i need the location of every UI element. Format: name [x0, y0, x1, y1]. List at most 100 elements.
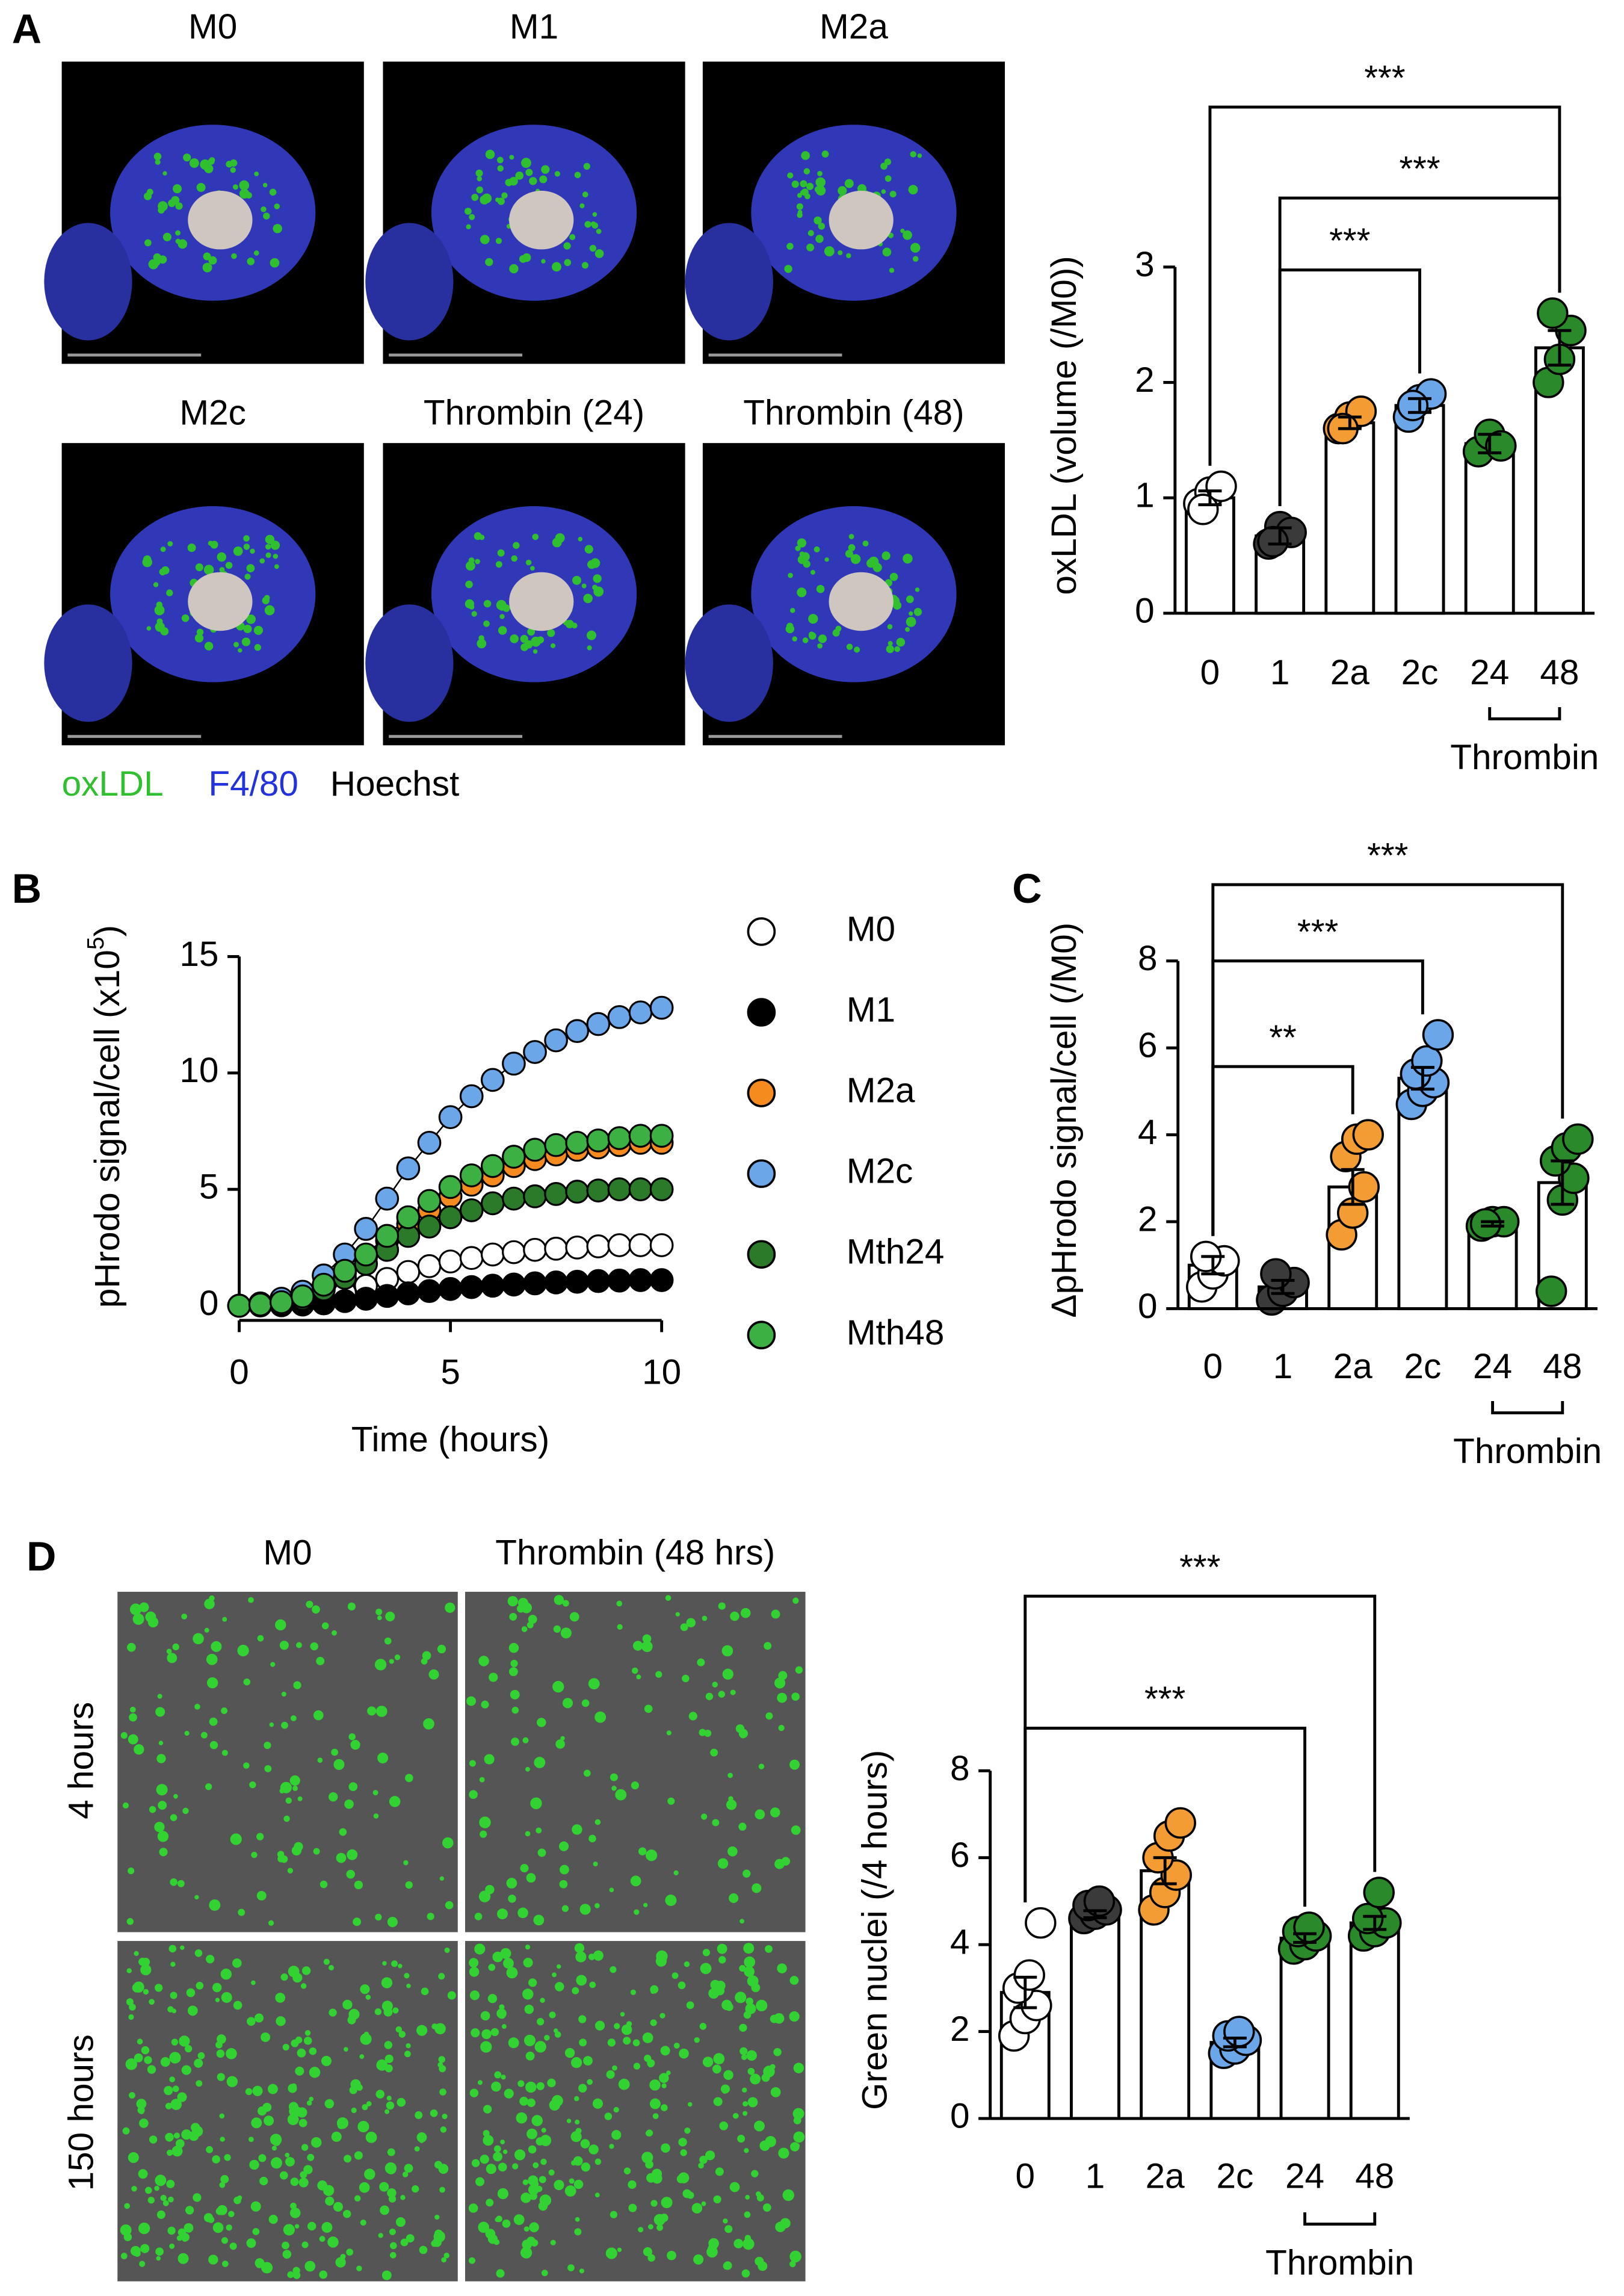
nucleus-dot — [687, 2102, 693, 2107]
nucleus-dot — [164, 2085, 173, 2096]
oxldl-dot — [208, 158, 215, 165]
nucleus-dot — [364, 2168, 375, 2180]
nucleus-dot — [631, 1781, 639, 1790]
nucleus-dot — [141, 1957, 150, 1967]
nucleus-dot — [297, 2048, 306, 2058]
nucleus-dot — [282, 2250, 292, 2259]
nucleus-dot — [554, 2179, 564, 2191]
nucleus-dot — [593, 1950, 604, 1961]
nucleus-dot — [534, 1757, 546, 1768]
nucleus-dot — [259, 2176, 268, 2186]
oxldl-dot — [903, 230, 912, 240]
nucleus-dot — [747, 2097, 758, 2108]
nucleus-dot — [400, 2238, 409, 2247]
nucleus-dot — [483, 2105, 492, 2114]
nucleus-dot — [217, 2205, 227, 2215]
oxldl-dot — [905, 627, 910, 632]
nucleus-dot — [491, 2081, 501, 2092]
nucleus-dot — [170, 2099, 182, 2110]
oxldl-dot — [511, 555, 517, 562]
nucleus-dot — [493, 2152, 502, 2162]
nucleus-dot — [650, 1985, 659, 1994]
nucleus-dot — [530, 1797, 542, 1810]
nucleus-dot — [652, 2173, 662, 2184]
data-point — [1013, 1959, 1045, 1991]
nucleus-dot — [346, 2248, 353, 2256]
nucleus-dot — [531, 2239, 539, 2247]
nucleus-dot — [743, 1869, 751, 1878]
nucleus-dot — [721, 1645, 733, 1657]
nucleus-dot — [129, 1603, 142, 1615]
nucleus-dot — [228, 2211, 235, 2218]
nucleus-dot — [398, 2031, 406, 2038]
oxldl-dot — [483, 620, 490, 627]
nucleus-dot — [309, 2047, 317, 2055]
nucleus-dot — [739, 1964, 746, 1972]
nucleus-dot — [656, 1950, 668, 1963]
nucleus-dot — [652, 2113, 659, 2120]
nucleus-dot — [579, 1904, 591, 1915]
oxldl-dot — [803, 168, 810, 175]
nucleus-dot — [575, 2217, 580, 2222]
oxldl-dot — [154, 259, 161, 266]
nucleus-dot — [686, 2001, 694, 2010]
data-point — [649, 995, 674, 1020]
significance-label: *** — [1399, 150, 1440, 189]
oxldl-dot — [900, 228, 905, 234]
nucleus-dot — [469, 2257, 475, 2264]
nucleus-dot — [727, 1846, 738, 1857]
nucleus-dot — [479, 1816, 491, 1828]
nucleus-dot — [350, 1740, 360, 1750]
nucleus-dot — [120, 1732, 128, 1739]
data-point — [502, 1145, 526, 1169]
nucleus-dot — [644, 1704, 653, 1713]
nucleus-dot — [523, 1957, 533, 1968]
nucleus-dot — [419, 2245, 428, 2254]
image-label: Thrombin (24) — [424, 393, 644, 432]
x-tick-label: 0 — [1016, 2156, 1036, 2195]
micrograph: Thrombin (48) — [685, 393, 1005, 746]
nucleus-dot — [519, 2096, 529, 2106]
nucleus-dot — [564, 2185, 576, 2197]
nucleus-dot — [699, 2155, 708, 2164]
data-point — [565, 1235, 590, 1260]
oxldl-dot — [583, 593, 593, 604]
oxldl-dot — [541, 165, 550, 174]
panel-letter: A — [12, 7, 42, 52]
data-point — [1411, 1045, 1443, 1077]
nucleus-dot — [381, 2000, 393, 2012]
nucleus-dot — [290, 2202, 297, 2209]
nucleus-dot — [620, 2012, 625, 2017]
nucleus-dot — [567, 2264, 575, 2271]
nucleus-dot — [144, 2186, 152, 2194]
nucleus-dot — [626, 2021, 632, 2027]
nucleus-dot — [440, 2126, 447, 2133]
nucleus-dot — [678, 2172, 690, 2183]
nucleus-dot — [729, 2182, 740, 2192]
nucleus-dot — [310, 1642, 318, 1651]
oxldl-dot — [910, 243, 921, 253]
nucleus-dot — [377, 1615, 382, 1621]
nucleus-dot — [745, 2195, 750, 2200]
data-point — [586, 1012, 611, 1036]
nucleus-dot — [605, 2247, 617, 2259]
significance-bracket — [1278, 268, 1421, 507]
nucleus-dot — [294, 2224, 300, 2229]
y-tick-label: 5 — [199, 1168, 219, 1207]
nucleus-dot — [705, 2150, 715, 2161]
nucleus-dot — [717, 1943, 727, 1954]
oxldl-dot — [274, 203, 280, 209]
nucleus-dot — [503, 1958, 514, 1969]
nucleus-dot — [264, 2115, 274, 2126]
nucleus-dot — [304, 2030, 311, 2036]
nucleus-dot — [650, 2019, 657, 2026]
error-bar — [1481, 1220, 1505, 1228]
nucleus-dot — [702, 1615, 708, 1621]
nucleus-dot — [283, 1815, 290, 1822]
image-label: M0 — [188, 7, 237, 46]
nucleus-dot — [196, 2080, 203, 2087]
nucleus-dot — [276, 2016, 286, 2026]
nucleus-dot — [574, 1943, 585, 1954]
y-tick-label: 3 — [1135, 245, 1155, 284]
